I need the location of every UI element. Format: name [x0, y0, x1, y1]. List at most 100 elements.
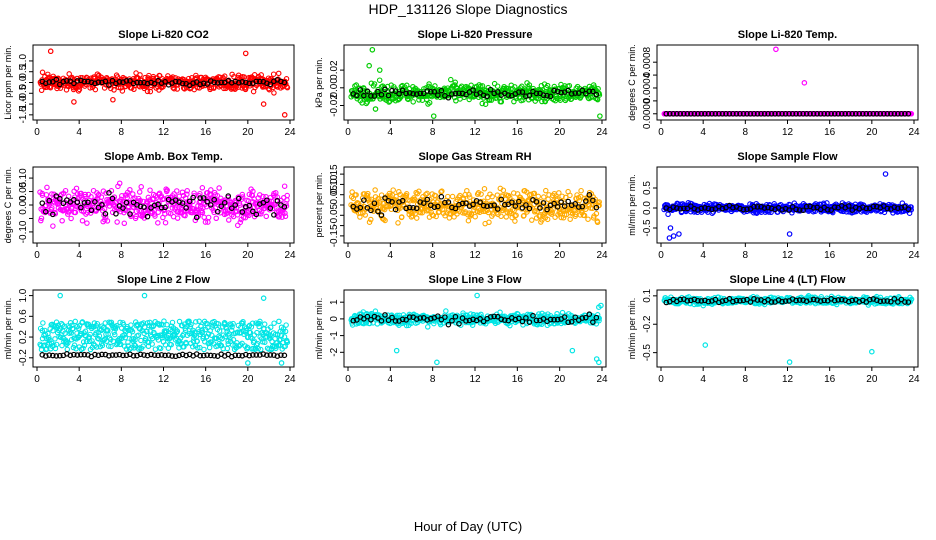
- data-point: [246, 191, 253, 198]
- data-point-subset: [102, 78, 109, 85]
- data-point-subset: [800, 207, 806, 214]
- data-point-subset: [470, 201, 476, 208]
- data-point: [485, 209, 492, 216]
- data-point-subset: [494, 313, 501, 320]
- panel-title: Slope Sample Flow: [737, 151, 838, 163]
- data-point-subset: [250, 208, 256, 215]
- data-point-subset: [385, 317, 392, 324]
- data-point: [94, 320, 101, 327]
- y-tick-label: -0.02: [329, 94, 340, 117]
- data-point: [144, 88, 151, 95]
- data-point: [596, 92, 603, 98]
- data-point-subset: [866, 110, 873, 117]
- data-point: [272, 331, 279, 338]
- data-point: [417, 209, 424, 216]
- data-point-subset: [410, 91, 416, 97]
- data-point: [190, 338, 197, 344]
- data-point-subset: [204, 81, 210, 87]
- data-point-subset: [828, 110, 834, 117]
- data-point: [39, 69, 46, 76]
- data-point-subset: [491, 313, 498, 320]
- data-point: [701, 201, 708, 208]
- data-point-subset: [221, 199, 228, 206]
- data-point: [556, 190, 562, 196]
- data-point: [194, 345, 201, 351]
- data-point-subset: [176, 199, 182, 205]
- data-point: [201, 214, 207, 221]
- data-point-subset: [498, 316, 505, 322]
- data-point-subset: [551, 200, 557, 207]
- data-point-subset: [49, 211, 56, 218]
- data-point-subset: [849, 207, 856, 213]
- data-point-subset: [572, 201, 579, 207]
- data-point-subset: [856, 110, 863, 117]
- data-point: [423, 208, 430, 214]
- data-point: [271, 90, 277, 96]
- data-point: [529, 217, 535, 223]
- data-point: [513, 212, 519, 219]
- data-point: [543, 187, 549, 194]
- data-point-subset: [197, 352, 203, 359]
- data-point-subset: [392, 206, 399, 213]
- data-point-subset: [137, 79, 144, 86]
- data-point: [566, 82, 573, 89]
- data-point-subset: [579, 315, 586, 321]
- x-tick-label: 4: [76, 374, 82, 385]
- data-point-subset: [817, 110, 824, 117]
- data-point: [157, 345, 164, 352]
- points-group: [37, 48, 291, 118]
- data-point-subset: [361, 92, 367, 99]
- data-point-subset: [761, 205, 768, 211]
- data-point: [164, 187, 170, 193]
- data-point-subset: [127, 211, 133, 217]
- data-point-subset: [350, 317, 357, 324]
- data-point-subset: [271, 352, 277, 358]
- data-point: [364, 99, 371, 105]
- data-point-subset: [590, 88, 596, 95]
- points-group: [37, 292, 291, 366]
- outlier-point: [278, 360, 285, 366]
- panel-ylabel: ml/min per min.: [627, 298, 637, 360]
- data-point-subset: [253, 211, 260, 218]
- data-point-subset: [449, 204, 455, 211]
- data-point: [451, 214, 457, 220]
- data-point-subset: [81, 78, 88, 85]
- data-point: [542, 98, 549, 105]
- data-point: [63, 338, 70, 345]
- data-point-subset: [480, 92, 487, 99]
- data-point: [119, 88, 126, 94]
- data-point-subset: [424, 88, 431, 94]
- data-point: [214, 192, 221, 199]
- data-point-subset: [803, 110, 810, 117]
- data-point-subset: [898, 204, 905, 211]
- y-tick-label: 0.05: [329, 185, 340, 205]
- data-point-subset: [246, 352, 253, 359]
- data-point: [205, 214, 212, 221]
- data-point: [65, 340, 71, 346]
- data-point: [92, 86, 99, 93]
- data-point: [159, 333, 166, 339]
- outlier-point: [430, 113, 437, 119]
- data-point-subset: [435, 313, 441, 319]
- data-point-subset: [501, 317, 508, 323]
- data-point: [190, 343, 196, 350]
- data-point-subset: [681, 205, 687, 212]
- data-point-subset: [547, 93, 554, 100]
- data-point-subset: [148, 351, 154, 358]
- data-point: [255, 345, 261, 352]
- data-point: [413, 189, 419, 196]
- data-point-subset: [537, 205, 543, 211]
- data-point-subset: [232, 202, 239, 208]
- data-point-subset: [523, 202, 529, 208]
- panel-title: Slope Li-820 Temp.: [738, 29, 837, 41]
- data-point: [424, 190, 430, 197]
- data-point-subset: [761, 110, 768, 117]
- panel-title: Slope Li-820 CO2: [118, 29, 208, 41]
- data-point-subset: [364, 88, 371, 94]
- data-point-subset: [427, 315, 434, 322]
- data-point-subset: [399, 316, 406, 323]
- data-point-subset: [413, 205, 420, 212]
- data-point: [198, 323, 204, 330]
- data-point-subset: [442, 314, 448, 320]
